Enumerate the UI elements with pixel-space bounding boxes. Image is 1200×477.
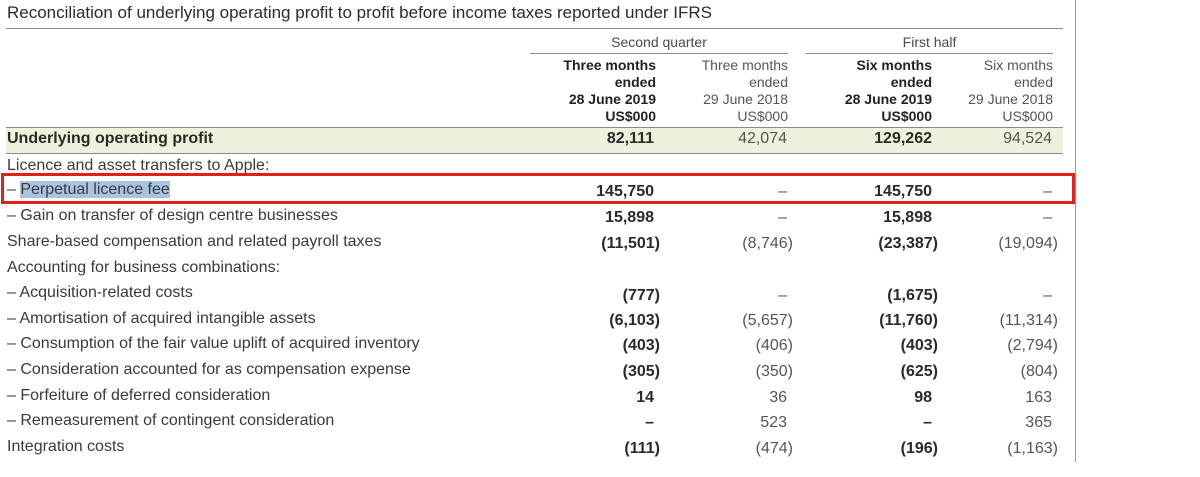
row-label[interactable]: – Perpetual licence fee <box>7 181 170 198</box>
table-row: – Consumption of the fair value uplift o… <box>0 335 1075 357</box>
row-label: – Acquisition-related costs <box>7 284 193 301</box>
cell-h1-2019: 98 <box>914 389 932 406</box>
group-first-half: First half <box>902 34 957 50</box>
cell-h1-2018: (19,094) <box>998 235 1058 252</box>
table-row: – Amortisation of acquired intangible as… <box>0 310 1075 332</box>
cell-q2-2018: 42,074 <box>738 130 787 147</box>
table-row: Accounting for business combinations: <box>0 259 1075 281</box>
cell-h1-2018: (1,163) <box>1007 440 1058 457</box>
underlying-profit-bottom-rule <box>6 153 1063 154</box>
cell-h1-2018: (804) <box>1020 363 1058 380</box>
cell-h1-2019: 129,262 <box>874 130 932 147</box>
cell-h1-2018: (2,794) <box>1007 337 1058 354</box>
cell-q2-2019: (111) <box>624 440 660 457</box>
cell-h1-2018: – <box>1043 183 1052 200</box>
cell-q2-2019: 15,898 <box>605 209 654 226</box>
row-label: Underlying operating profit <box>7 130 214 147</box>
row-label: – Amortisation of acquired intangible as… <box>7 310 316 327</box>
table-row: Licence and asset transfers to Apple: <box>0 157 1075 179</box>
cell-q2-2018: (8,746) <box>742 235 793 252</box>
table-row: Integration costs (111) (474) (196) (1,1… <box>0 438 1075 460</box>
selected-text[interactable]: Perpetual licence fee <box>20 181 170 198</box>
table-row: – Gain on transfer of design centre busi… <box>0 207 1075 229</box>
cell-q2-2019: 145,750 <box>596 183 654 200</box>
column-header-q2-2019: Three months ended 28 June 2019 US$000 <box>563 57 656 124</box>
cell-h1-2018: (11,314) <box>999 312 1058 329</box>
cell-q2-2019: 14 <box>636 389 654 406</box>
cell-h1-2019: 15,898 <box>883 209 932 226</box>
cell-h1-2019: (1,675) <box>887 287 938 304</box>
cell-q2-2018: (350) <box>755 363 793 380</box>
cell-q2-2019: (11,501) <box>601 235 660 252</box>
table-row-selected[interactable]: – Perpetual licence fee 145,750 – 145,75… <box>0 181 1075 203</box>
selection-highlight-box <box>1 173 1075 204</box>
cell-q2-2019: (777) <box>622 287 660 304</box>
cell-q2-2018: (406) <box>755 337 793 354</box>
cell-q2-2019: (6,103) <box>609 312 660 329</box>
row-label: – Forfeiture of deferred consideration <box>7 387 271 404</box>
cell-h1-2019: – <box>923 414 932 431</box>
row-label: Integration costs <box>7 438 125 455</box>
cell-q2-2018: – <box>778 183 787 200</box>
table-row: – Acquisition-related costs (777) – (1,6… <box>0 284 1075 306</box>
table-title: Reconciliation of underlying operating p… <box>7 3 712 22</box>
cell-q2-2019: 82,111 <box>606 130 654 147</box>
column-header-h1-2019: Six months ended 28 June 2019 US$000 <box>844 57 932 124</box>
cell-h1-2019: (403) <box>900 337 938 354</box>
cell-q2-2018: – <box>778 287 787 304</box>
first-half-rule <box>806 53 1053 54</box>
cell-h1-2019: (11,760) <box>879 312 938 329</box>
underlying-profit-band <box>6 128 1063 153</box>
cell-h1-2018: – <box>1043 287 1052 304</box>
cell-q2-2019: (403) <box>622 337 660 354</box>
cell-q2-2019: – <box>645 414 654 431</box>
cell-h1-2018: 94,524 <box>1003 130 1052 147</box>
group-second-quarter: Second quarter <box>611 34 707 50</box>
cell-h1-2018: – <box>1043 209 1052 226</box>
row-label: Licence and asset transfers to Apple: <box>7 157 270 174</box>
cell-h1-2019: (23,387) <box>878 235 938 252</box>
table-row: – Consideration accounted for as compens… <box>0 361 1075 383</box>
row-label: – Remeasurement of contingent considerat… <box>7 412 335 429</box>
table-row: Share-based compensation and related pay… <box>0 233 1075 255</box>
table-row: – Remeasurement of contingent considerat… <box>0 412 1075 434</box>
cell-h1-2019: (625) <box>900 363 938 380</box>
table-row: – Forfeiture of deferred consideration 1… <box>0 387 1075 409</box>
cell-h1-2018: 163 <box>1025 389 1052 406</box>
column-header-q2-2018: Three months ended 29 June 2018 US$000 <box>701 57 788 124</box>
table-row: Underlying operating profit 82,111 42,07… <box>0 130 1075 152</box>
cell-q2-2019: (305) <box>622 363 660 380</box>
column-header-h1-2018: Six months ended 29 June 2018 US$000 <box>968 57 1053 124</box>
row-label: – Consumption of the fair value uplift o… <box>7 335 420 352</box>
cell-h1-2019: 145,750 <box>874 183 932 200</box>
cell-q2-2018: (474) <box>755 440 793 457</box>
title-rule <box>6 28 1063 29</box>
header-bottom-rule <box>6 127 1063 128</box>
row-label: Accounting for business combinations: <box>7 259 281 276</box>
cell-q2-2018: 36 <box>769 389 787 406</box>
right-border-line <box>1075 0 1076 462</box>
cell-q2-2018: – <box>778 209 787 226</box>
cell-h1-2018: 365 <box>1025 414 1052 431</box>
cell-q2-2018: (5,657) <box>742 312 793 329</box>
cell-q2-2018: 523 <box>760 414 787 431</box>
cell-h1-2019: (196) <box>900 440 938 457</box>
row-label: – Gain on transfer of design centre busi… <box>7 207 338 224</box>
row-label: Share-based compensation and related pay… <box>7 233 382 250</box>
row-label: – Consideration accounted for as compens… <box>7 361 411 378</box>
second-quarter-rule <box>530 53 788 54</box>
